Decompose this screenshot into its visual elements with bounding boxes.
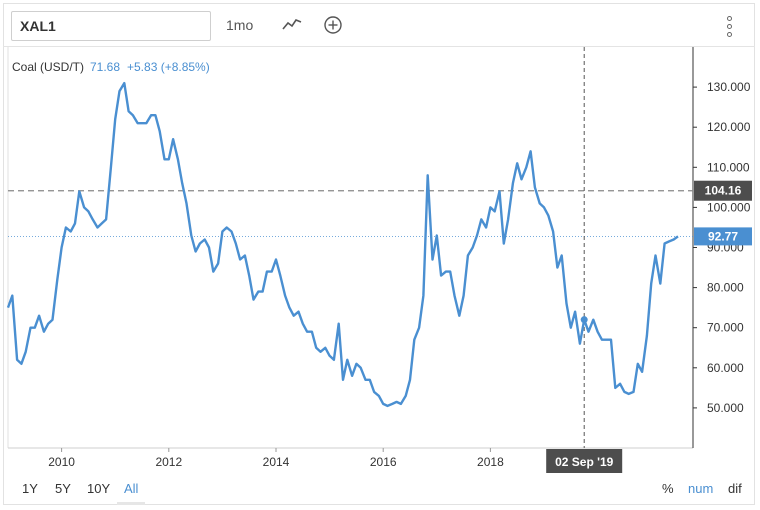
chart-toolbar [3,3,755,47]
last-price-label: 92.77 [694,227,752,246]
y-tick-label: 80.000 [707,281,744,295]
x-axis-ticks: 2010 2012 2014 2016 2018 [48,448,504,469]
y-axis-ticks: 50.00060.00070.00080.00090.000100.000110… [693,80,751,415]
active-range-underline [117,502,145,505]
y-tick-label: 130.000 [707,80,751,94]
svg-text:02 Sep '19: 02 Sep '19 [555,455,614,469]
plus-circle-icon[interactable] [322,14,344,36]
y-tick-label: 50.000 [707,401,744,415]
crosshair-date-label: 02 Sep '19 [546,449,623,473]
series-line-coal [6,81,679,408]
hover-marker [580,316,588,324]
mode-num-button[interactable]: num [688,481,714,496]
svg-text:104.16: 104.16 [705,184,742,198]
x-tick-label: 2018 [477,455,504,469]
range-all-button[interactable]: All [124,481,139,496]
chart-frame [3,3,755,505]
y-tick-label: 70.000 [707,321,744,335]
range-10y-button[interactable]: 10Y [87,481,111,496]
legend-name: Coal (USD/T) [12,60,84,74]
y-tick-label: 120.000 [707,120,751,134]
x-tick-label: 2014 [263,455,290,469]
mode-percent-button[interactable]: % [662,481,674,496]
x-tick-label: 2010 [48,455,75,469]
symbol-input[interactable]: XAL1 [11,11,211,41]
y-tick-label: 60.000 [707,361,744,375]
legend-value: 71.68 [90,60,120,74]
svg-text:92.77: 92.77 [708,229,738,243]
x-tick-label: 2012 [155,455,182,469]
line-chart-icon[interactable] [281,14,303,36]
period-selector[interactable]: 1mo [226,17,254,33]
mode-dif-button[interactable]: dif [728,481,742,496]
crosshair-price-label: 104.16 [694,180,752,201]
legend-change: +5.83 (+8.85%) [127,60,210,74]
y-tick-label: 110.000 [707,160,750,174]
more-vertical-icon[interactable] [725,16,733,37]
range-1y-button[interactable]: 1Y [22,481,38,496]
range-5y-button[interactable]: 5Y [55,481,71,496]
x-tick-label: 2016 [370,455,397,469]
y-tick-label: 100.000 [707,200,751,214]
